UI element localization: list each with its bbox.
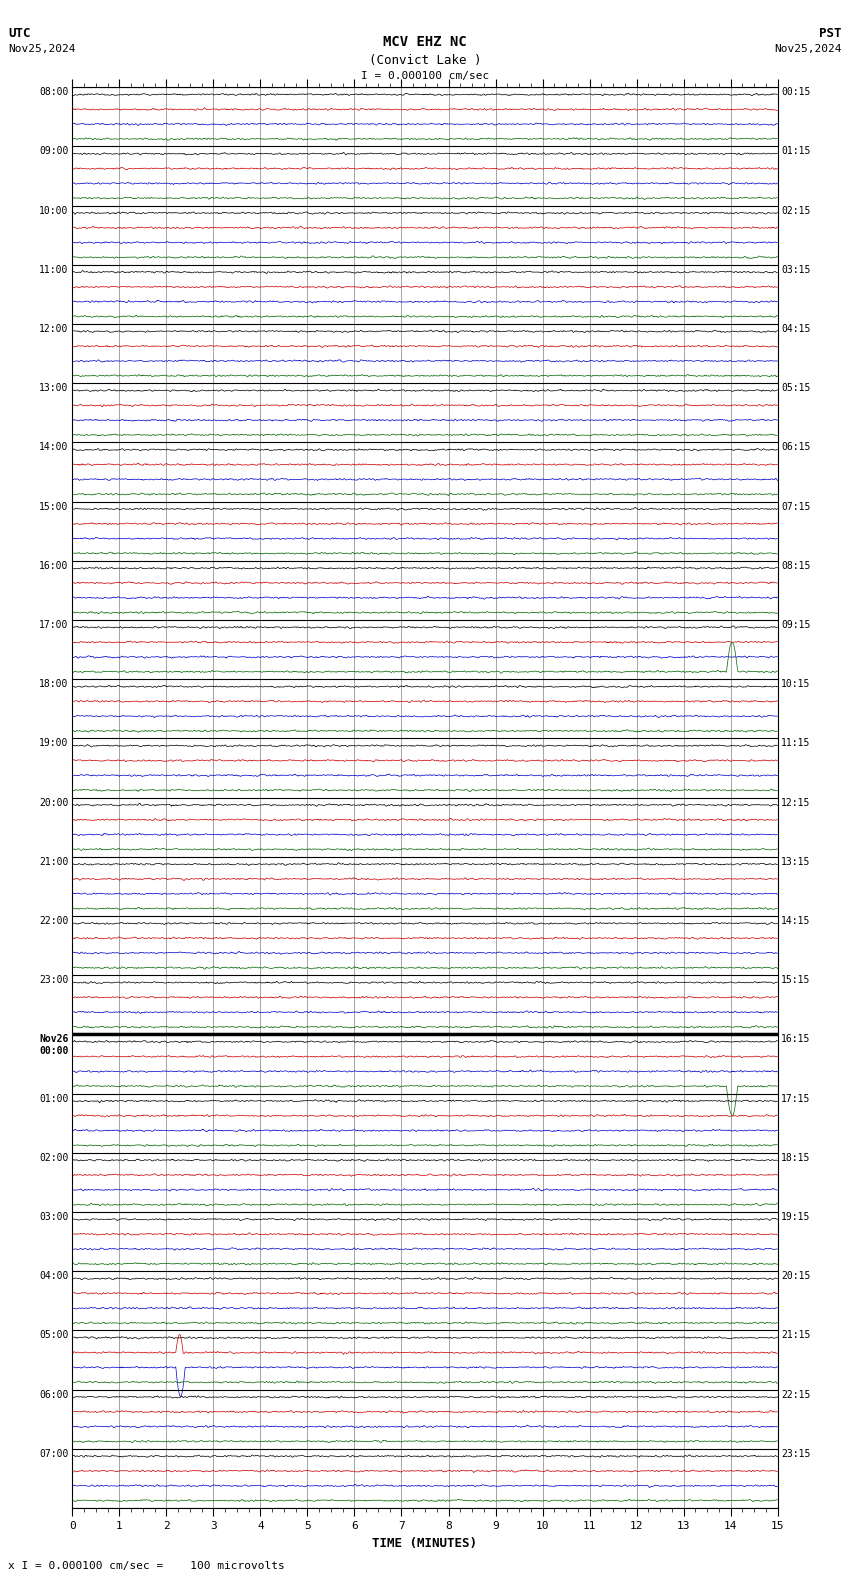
Text: 17:15: 17:15 <box>781 1093 811 1104</box>
Text: 02:00: 02:00 <box>39 1153 69 1163</box>
Text: 22:00: 22:00 <box>39 916 69 927</box>
Text: 08:00: 08:00 <box>39 87 69 97</box>
Text: I = 0.000100 cm/sec: I = 0.000100 cm/sec <box>361 71 489 81</box>
Text: UTC: UTC <box>8 27 31 40</box>
Text: 01:15: 01:15 <box>781 146 811 157</box>
Text: 04:00: 04:00 <box>39 1270 69 1281</box>
Text: 16:00: 16:00 <box>39 561 69 570</box>
Text: 10:15: 10:15 <box>781 680 811 689</box>
Text: 17:00: 17:00 <box>39 619 69 630</box>
Text: 15:15: 15:15 <box>781 976 811 985</box>
Text: 22:15: 22:15 <box>781 1389 811 1400</box>
Text: 18:00: 18:00 <box>39 680 69 689</box>
Text: 14:15: 14:15 <box>781 916 811 927</box>
Text: 09:15: 09:15 <box>781 619 811 630</box>
Text: 21:15: 21:15 <box>781 1331 811 1340</box>
Text: 12:15: 12:15 <box>781 797 811 808</box>
Text: 11:15: 11:15 <box>781 738 811 748</box>
Text: 03:00: 03:00 <box>39 1212 69 1221</box>
Text: Nov25,2024: Nov25,2024 <box>774 44 842 54</box>
Text: 09:00: 09:00 <box>39 146 69 157</box>
Text: 12:00: 12:00 <box>39 325 69 334</box>
Text: 02:15: 02:15 <box>781 206 811 215</box>
Text: 18:15: 18:15 <box>781 1153 811 1163</box>
Text: 20:00: 20:00 <box>39 797 69 808</box>
Text: 07:15: 07:15 <box>781 502 811 512</box>
Text: Nov25,2024: Nov25,2024 <box>8 44 76 54</box>
X-axis label: TIME (MINUTES): TIME (MINUTES) <box>372 1536 478 1549</box>
Text: 14:00: 14:00 <box>39 442 69 453</box>
Text: 04:15: 04:15 <box>781 325 811 334</box>
Text: 23:00: 23:00 <box>39 976 69 985</box>
Text: x I = 0.000100 cm/sec =    100 microvolts: x I = 0.000100 cm/sec = 100 microvolts <box>8 1562 286 1571</box>
Text: 05:15: 05:15 <box>781 383 811 393</box>
Text: 11:00: 11:00 <box>39 265 69 274</box>
Text: PST: PST <box>819 27 842 40</box>
Text: 06:15: 06:15 <box>781 442 811 453</box>
Text: 08:15: 08:15 <box>781 561 811 570</box>
Text: 16:15: 16:15 <box>781 1034 811 1044</box>
Text: 19:00: 19:00 <box>39 738 69 748</box>
Text: 23:15: 23:15 <box>781 1449 811 1459</box>
Text: 05:00: 05:00 <box>39 1331 69 1340</box>
Text: 21:00: 21:00 <box>39 857 69 866</box>
Text: 10:00: 10:00 <box>39 206 69 215</box>
Text: MCV EHZ NC: MCV EHZ NC <box>383 35 467 49</box>
Text: 07:00: 07:00 <box>39 1449 69 1459</box>
Text: 06:00: 06:00 <box>39 1389 69 1400</box>
Text: 00:15: 00:15 <box>781 87 811 97</box>
Text: Nov26
00:00: Nov26 00:00 <box>39 1034 69 1057</box>
Text: 01:00: 01:00 <box>39 1093 69 1104</box>
Text: 15:00: 15:00 <box>39 502 69 512</box>
Text: (Convict Lake ): (Convict Lake ) <box>369 54 481 67</box>
Text: 19:15: 19:15 <box>781 1212 811 1221</box>
Text: 20:15: 20:15 <box>781 1270 811 1281</box>
Text: 13:00: 13:00 <box>39 383 69 393</box>
Text: 03:15: 03:15 <box>781 265 811 274</box>
Text: 13:15: 13:15 <box>781 857 811 866</box>
